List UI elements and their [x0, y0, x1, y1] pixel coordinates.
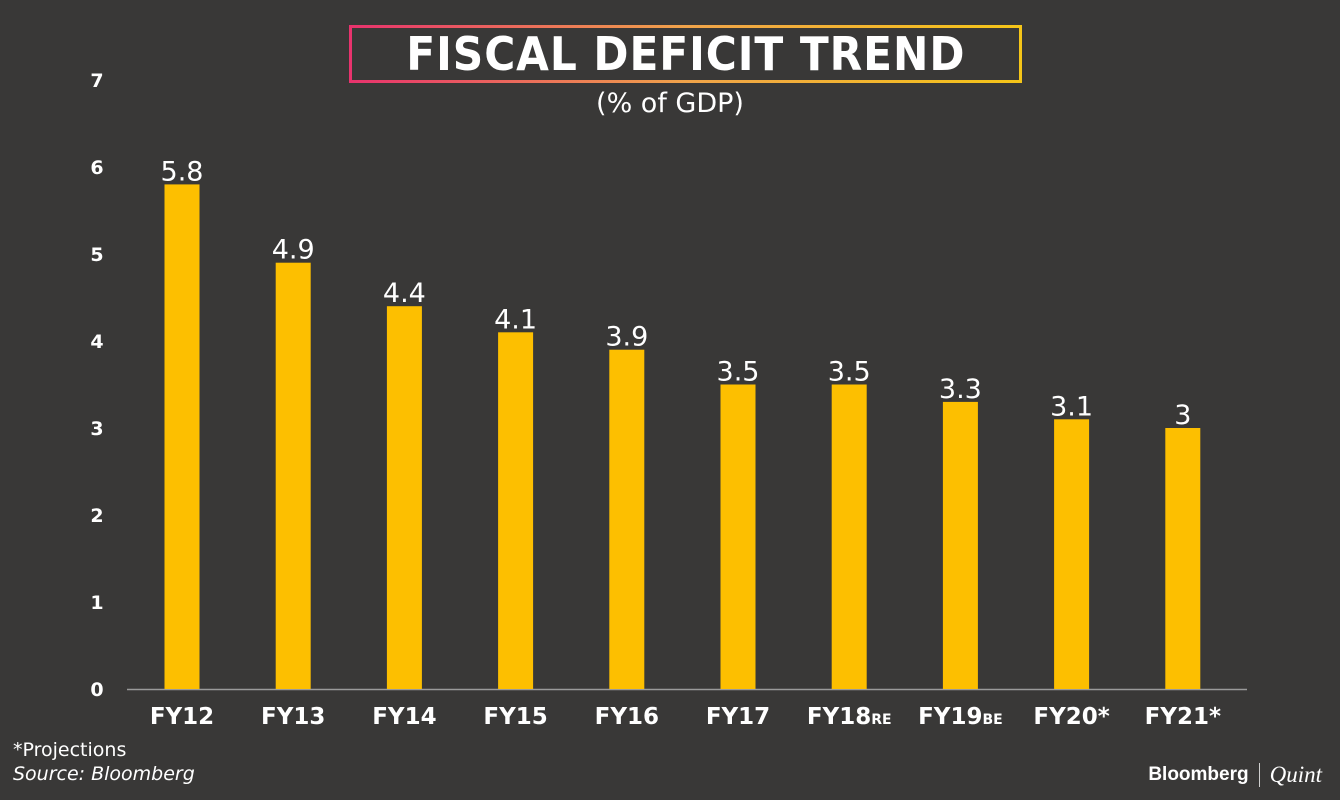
data-label: 3.3 [939, 374, 982, 405]
bar [831, 384, 867, 689]
bar [386, 306, 422, 689]
data-label: 4.4 [383, 278, 426, 309]
y-axis: 0 1 2 3 4 5 6 7 [90, 70, 103, 701]
bar [1165, 428, 1201, 689]
brand-quint: Quint [1269, 762, 1322, 787]
data-label: 3.9 [605, 322, 648, 353]
x-tick-label: FY15 [483, 704, 547, 730]
brand-bloomberg: Bloomberg [1148, 764, 1249, 785]
bar [942, 401, 978, 689]
brand-divider [1258, 763, 1260, 787]
bar [720, 384, 756, 689]
data-label: 3 [1174, 400, 1191, 431]
y-tick-label: 3 [90, 418, 103, 440]
y-tick-label: 2 [90, 505, 103, 527]
footnote: *Projections [13, 739, 127, 761]
data-label: 5.8 [161, 156, 204, 187]
brand-logo: Bloomberg Quint [1148, 762, 1322, 788]
chart-subtitle: (% of GDP) [596, 88, 744, 119]
data-label: 3.5 [828, 357, 871, 388]
source-note: Source: Bloomberg [13, 763, 195, 785]
bar [275, 262, 311, 689]
bar [609, 349, 645, 689]
bars [164, 184, 1201, 689]
x-tick-label: FY18RE [807, 704, 892, 730]
bar [1054, 419, 1090, 689]
data-label: 4.1 [494, 304, 537, 335]
y-tick-label: 1 [90, 592, 103, 614]
y-tick-label: 5 [90, 244, 103, 266]
x-tick-label: FY14 [372, 704, 436, 730]
y-tick-label: 0 [90, 679, 103, 701]
data-label: 4.9 [272, 235, 315, 266]
x-tick-label: FY21* [1145, 704, 1221, 730]
data-labels: 5.8 4.9 4.4 4.1 3.9 3.5 3.5 3.3 3.1 3 [161, 156, 1192, 431]
x-tick-label: FY19BE [918, 704, 1003, 730]
x-tick-label: FY12 [150, 704, 214, 730]
x-tick-label: FY20* [1033, 704, 1109, 730]
chart-title: FISCAL DEFICIT TREND [405, 27, 966, 81]
x-tick-label: FY17 [706, 704, 770, 730]
bar [164, 184, 200, 689]
y-tick-label: 4 [90, 331, 103, 353]
data-label: 3.1 [1050, 391, 1093, 422]
data-label: 3.5 [717, 357, 760, 388]
chart-title-box: FISCAL DEFICIT TREND [349, 25, 1022, 83]
x-axis: FY12 FY13 FY14 FY15 FY16 FY17 FY18RE FY19BE FY20… [150, 704, 1221, 730]
y-tick-label: 6 [90, 157, 103, 179]
bar [498, 332, 534, 689]
y-tick-label: 7 [90, 70, 103, 92]
x-tick-label: FY13 [261, 704, 325, 730]
x-tick-label: FY16 [595, 704, 659, 730]
